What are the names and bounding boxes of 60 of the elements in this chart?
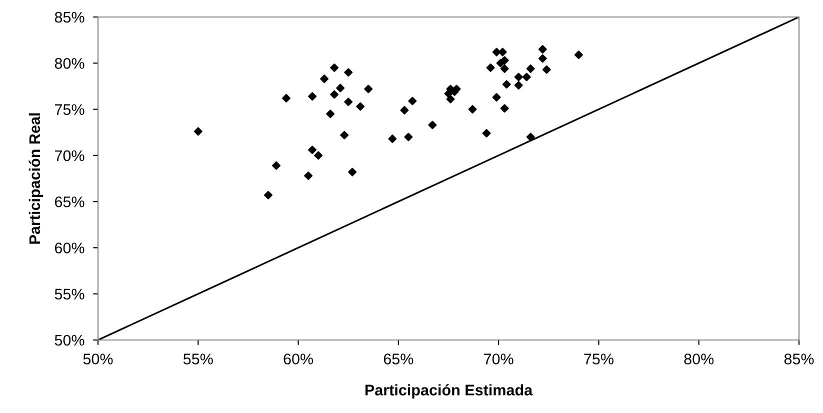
point [340, 130, 349, 140]
point [500, 64, 509, 73]
point [542, 65, 551, 74]
point [500, 56, 509, 65]
point [514, 81, 523, 90]
point [320, 74, 329, 84]
point [486, 64, 495, 72]
y-tick-label: 60% [55, 242, 84, 254]
x-tick-label: 75% [584, 354, 614, 364]
point [272, 161, 280, 170]
point [538, 54, 547, 63]
y-tick-label: 55% [54, 288, 84, 300]
x-tick-label: 50% [83, 354, 113, 364]
point [526, 132, 535, 142]
y-tick-label: 70% [55, 150, 84, 162]
point [304, 171, 313, 180]
point [336, 84, 345, 92]
x-tick-label: 65% [384, 354, 414, 364]
point [282, 94, 291, 102]
point [538, 45, 547, 54]
point [468, 105, 477, 114]
y-axis-title: Participación Real [28, 113, 44, 244]
y-tick-label: 85% [54, 12, 84, 23]
point [194, 127, 202, 136]
point [428, 120, 437, 130]
point [356, 102, 365, 111]
y-tick-label: 80% [54, 58, 84, 69]
point [500, 104, 509, 113]
point [348, 168, 357, 176]
x-tick-label: 55% [183, 354, 213, 364]
point [314, 151, 323, 160]
x-tick-label: 70% [484, 354, 514, 364]
point [492, 93, 501, 102]
x-tick-label: 60% [284, 354, 314, 364]
point [308, 146, 317, 154]
point [308, 92, 317, 101]
point [482, 129, 491, 138]
point [388, 134, 397, 144]
point [344, 68, 353, 77]
x-tick-label: 80% [684, 354, 714, 364]
y-tick-label: 50% [54, 334, 84, 346]
point [514, 72, 523, 82]
point [326, 110, 335, 118]
point [264, 190, 272, 200]
x-axis-title: Participación Estimada [365, 384, 533, 398]
point [502, 80, 511, 89]
point [364, 84, 373, 94]
point [408, 96, 417, 106]
point [526, 64, 535, 73]
point [330, 64, 339, 72]
point [404, 132, 413, 142]
point [446, 94, 455, 104]
point [400, 106, 409, 114]
y-tick-label: 65% [55, 196, 84, 208]
point [522, 72, 531, 82]
point [574, 50, 583, 60]
y-tick-label: 75% [55, 104, 84, 115]
point [330, 90, 339, 99]
x-tick-label: 85% [784, 354, 814, 364]
point [344, 98, 353, 106]
